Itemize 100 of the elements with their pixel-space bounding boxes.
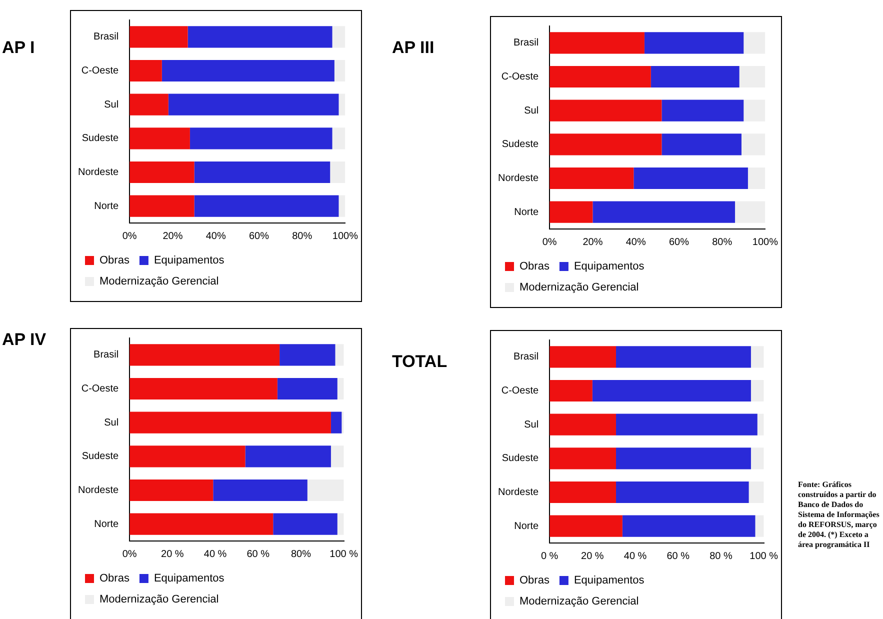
bar	[330, 446, 344, 468]
y-tick-label: Brasil	[94, 32, 119, 43]
bar	[338, 94, 346, 116]
bar	[616, 448, 751, 470]
bar	[550, 380, 592, 402]
bar	[550, 100, 662, 122]
bar	[550, 32, 644, 54]
y-tick-label: C-Oeste	[81, 384, 120, 394]
y-tick-label: Brasil	[94, 350, 119, 361]
x-tick-label: 20 %	[161, 548, 184, 560]
bar	[130, 195, 194, 217]
y-tick-label: Nordeste	[498, 487, 540, 498]
bar	[622, 515, 756, 537]
bar	[748, 481, 764, 504]
bar	[616, 481, 749, 504]
legend-label: Modernização Gerencial	[520, 596, 639, 608]
bar	[130, 412, 331, 434]
bar	[335, 344, 344, 366]
y-tick-label: Norte	[514, 520, 540, 532]
bar	[130, 161, 194, 184]
y-tick-label: Sudeste	[502, 453, 540, 464]
bar	[550, 481, 616, 504]
bar	[130, 513, 274, 535]
text: AP I	[2, 38, 36, 58]
bar	[332, 128, 346, 150]
y-tick-label: Nordeste	[78, 485, 120, 496]
x-tick-label: 80%	[712, 236, 732, 248]
y-tick-label: Sul	[524, 419, 539, 430]
legend-label: Modernização Gerencial	[520, 282, 639, 294]
x-tick-label: 0%	[122, 230, 137, 242]
bar	[130, 446, 246, 468]
chart-title: AP IV	[2, 330, 48, 350]
x-tick-label: 100%	[332, 230, 358, 242]
bar	[130, 479, 214, 502]
bar	[332, 26, 346, 48]
x-tick-label: 80%	[290, 548, 312, 560]
x-tick-label: 100%	[752, 236, 778, 248]
legend-label: Equipamentos	[574, 260, 645, 273]
bar	[330, 161, 346, 184]
bar	[748, 167, 766, 190]
bar	[750, 448, 764, 470]
legend-label: Obras	[520, 260, 550, 273]
x-tick-label: 80%	[292, 230, 312, 242]
bar	[634, 167, 748, 190]
bar	[550, 414, 616, 436]
y-tick-label: Sul	[524, 105, 539, 116]
x-tick-label: 20 %	[581, 550, 604, 562]
bar	[130, 378, 278, 400]
y-tick-label: Norte	[514, 206, 540, 218]
legend-label: Modernização Gerencial	[100, 594, 219, 606]
bar	[130, 344, 280, 366]
legend-label: Obras	[100, 572, 130, 585]
bar	[130, 128, 190, 150]
x-tick-label: 100 %	[330, 548, 358, 560]
x-tick-label: 60 %	[666, 550, 690, 562]
bar	[550, 346, 616, 368]
legend-label: Equipamentos	[574, 574, 645, 587]
legend-label: Modernização Gerencial	[100, 276, 219, 288]
bar	[592, 380, 751, 402]
bar	[130, 26, 188, 48]
bar	[130, 60, 162, 82]
bar	[592, 201, 736, 223]
bar	[338, 195, 346, 217]
x-tick-label: 60%	[248, 230, 270, 242]
x-tick-label: 20%	[162, 230, 183, 242]
bar	[550, 448, 616, 470]
bar	[662, 100, 744, 122]
bar	[662, 134, 742, 156]
bar	[194, 195, 339, 217]
x-tick-label: 0 %	[540, 550, 558, 562]
x-tick-label: 100 %	[750, 550, 778, 562]
bar	[190, 128, 332, 150]
y-tick-label: Brasil	[514, 38, 539, 49]
y-tick-label: Nordeste	[78, 167, 120, 178]
bar	[307, 479, 344, 502]
x-tick-label: 0%	[122, 548, 137, 560]
bar	[750, 380, 764, 402]
x-tick-label: 40 %	[624, 550, 647, 562]
bar	[280, 344, 336, 366]
y-tick-label: Norte	[94, 518, 120, 530]
legend-label: Obras	[100, 254, 130, 267]
bar	[194, 161, 330, 184]
bar	[245, 446, 331, 468]
x-tick-label: 0%	[542, 236, 557, 248]
y-tick-label: Sul	[104, 417, 119, 428]
bar	[550, 66, 651, 88]
bar	[337, 378, 344, 400]
bar	[213, 479, 308, 502]
y-tick-label: Sudeste	[502, 139, 540, 150]
bar	[650, 66, 740, 88]
x-tick-label: 40%	[626, 236, 646, 248]
bar	[330, 412, 342, 434]
bar	[550, 134, 662, 156]
bar	[273, 513, 338, 535]
y-tick-label: Norte	[94, 200, 120, 212]
y-tick-label: C-Oeste	[81, 66, 120, 76]
bar	[755, 515, 764, 537]
source-note: Fonte: Gráficos construídos a partir do Banco de Dados do Sistema de Informações do REFORSUS, março de 2004. (*) Exceto a área programática II	[798, 480, 880, 550]
bar	[334, 60, 346, 82]
y-tick-label: Sudeste	[82, 451, 120, 462]
